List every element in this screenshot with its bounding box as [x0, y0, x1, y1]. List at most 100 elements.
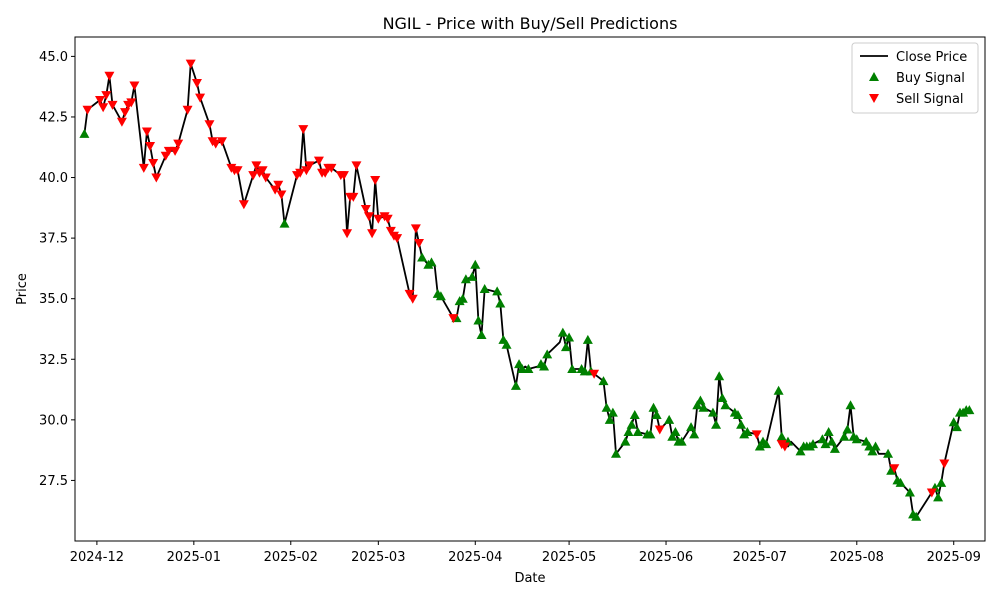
x-tick-label: 2025-01	[167, 550, 221, 565]
y-tick-label: 42.5	[39, 110, 68, 125]
buy-signal-marker	[714, 371, 725, 381]
buy-signal-marker	[933, 492, 944, 502]
sell-signal-marker	[101, 91, 112, 101]
y-tick-label: 37.5	[39, 232, 68, 247]
buy-signal-marker	[717, 393, 728, 403]
buy-signal-marker	[761, 439, 772, 449]
buy-signal-marker	[501, 339, 512, 349]
buy-signal-marker	[707, 407, 718, 417]
chart-title: NGIL - Price with Buy/Sell Predictions	[383, 14, 678, 33]
buy-signal-marker	[476, 330, 487, 340]
buy-signal-marker	[79, 128, 90, 138]
sell-signal-marker	[126, 98, 137, 108]
sell-signal-marker	[216, 137, 227, 147]
sell-signal-marker	[260, 173, 271, 183]
sell-signal-marker	[363, 212, 374, 222]
buy-signal-marker	[598, 376, 609, 386]
buy-signal-marker	[670, 426, 681, 436]
buy-signal-marker	[620, 436, 631, 446]
y-tick-label: 40.0	[39, 171, 68, 186]
sell-signal-marker	[148, 159, 159, 168]
sell-signal-marker	[98, 103, 109, 113]
y-tick-label: 45.0	[39, 50, 68, 65]
sell-signal-marker	[351, 161, 362, 171]
buy-signal-marker	[698, 402, 709, 412]
sell-signal-marker	[407, 294, 418, 304]
buy-signal-marker	[557, 327, 568, 337]
sell-signal-marker	[751, 430, 762, 440]
sell-signal-marker	[116, 117, 127, 127]
sell-signal-marker	[304, 161, 315, 171]
sell-signal-marker	[151, 173, 162, 183]
sell-signal-marker	[360, 205, 371, 215]
buy-signal-marker	[736, 419, 747, 429]
sell-signal-marker	[589, 369, 600, 379]
x-tick-label: 2025-07	[733, 550, 787, 565]
sell-signal-marker	[95, 96, 106, 105]
y-axis: 27.5 30.0 32.5 35.0 37.5 40.0 42.5 45.0	[39, 50, 75, 489]
buy-signal-marker	[539, 361, 550, 371]
buy-signal-marker	[579, 366, 590, 376]
buy-signal-marker	[279, 218, 290, 228]
buy-signal-marker	[951, 422, 962, 432]
sell-signal-marker	[204, 120, 215, 130]
buy-signal-marker	[895, 477, 906, 487]
buy-signal-marker	[867, 446, 878, 456]
buy-signal-marker	[842, 424, 853, 434]
sell-signal-marker	[926, 488, 937, 498]
buy-signal-marker	[523, 363, 534, 373]
legend-buy-signal-label: Buy Signal	[896, 71, 965, 86]
buy-signal-marker	[851, 434, 862, 444]
buy-signal-marker	[623, 426, 634, 436]
buy-signal-marker	[629, 410, 640, 419]
buy-signal-marker	[492, 286, 503, 296]
x-tick-label: 2025-09	[927, 550, 981, 565]
sell-signal-marker	[238, 200, 249, 210]
buy-signal-marker	[604, 414, 615, 424]
buy-signal-marker	[470, 259, 481, 269]
legend-sell-signal-swatch	[869, 94, 879, 103]
buy-signal-marker	[473, 315, 484, 325]
sell-signal-marker	[191, 79, 202, 89]
buy-signal-marker	[542, 349, 553, 359]
x-tick-label: 2025-04	[448, 550, 502, 565]
y-tick-label: 30.0	[39, 413, 68, 428]
buy-signal-marker	[632, 426, 643, 436]
x-axis-label: Date	[514, 571, 545, 586]
sell-signal-marker	[342, 229, 353, 239]
sell-signal-marker	[182, 105, 193, 115]
sell-signal-marker	[170, 146, 181, 156]
x-tick-label: 2025-06	[639, 550, 693, 565]
sell-signal-marker	[779, 442, 790, 452]
buy-signal-marker	[692, 400, 703, 410]
buy-signal-marker	[667, 431, 678, 441]
sell-signal-marker	[413, 238, 424, 248]
y-tick-label: 35.0	[39, 292, 68, 307]
buy-signal-marker	[773, 385, 784, 395]
sell-signal-marker	[257, 166, 268, 176]
sell-signal-marker	[273, 180, 284, 190]
buy-signal-marker	[936, 477, 947, 487]
sell-signal-marker	[654, 425, 665, 435]
sell-signal-marker	[939, 459, 950, 469]
legend-buy-signal-swatch	[869, 72, 879, 81]
buy-signal-marker	[911, 511, 922, 521]
x-tick-label: 2024-12	[70, 550, 124, 565]
sell-signal-marker	[313, 156, 324, 166]
buy-signal-marker	[567, 363, 578, 373]
buy-signal-marker	[457, 293, 468, 303]
buy-signal-marker	[845, 400, 856, 410]
buy-signal-marker	[870, 441, 881, 451]
buy-signal-marker	[826, 436, 837, 446]
plot-area	[79, 59, 975, 521]
sell-signal-marker	[298, 125, 309, 135]
sell-signal-marker	[338, 171, 349, 181]
sell-signal-marker	[163, 146, 174, 156]
sell-signal-marker	[82, 105, 93, 115]
sell-signal-marker	[232, 166, 243, 176]
legend-box	[851, 42, 979, 114]
buy-signal-marker	[823, 426, 834, 436]
sell-signal-marker	[448, 314, 459, 324]
buy-signal-marker	[689, 429, 700, 439]
buy-signal-marker	[732, 410, 743, 419]
